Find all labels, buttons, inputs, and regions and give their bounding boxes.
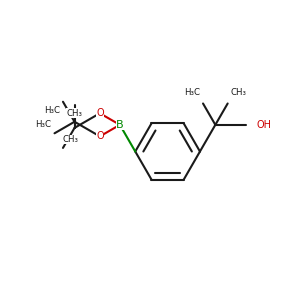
Text: H₃C: H₃C: [44, 106, 60, 115]
Text: H₃C: H₃C: [184, 88, 200, 97]
Text: H₃C: H₃C: [35, 120, 51, 129]
Text: OH: OH: [257, 120, 272, 130]
Text: O: O: [96, 131, 104, 141]
Text: O: O: [96, 108, 104, 118]
Text: CH₃: CH₃: [231, 88, 247, 97]
Text: CH₃: CH₃: [63, 135, 79, 144]
Text: CH₃: CH₃: [67, 109, 82, 118]
Text: B: B: [116, 120, 124, 130]
